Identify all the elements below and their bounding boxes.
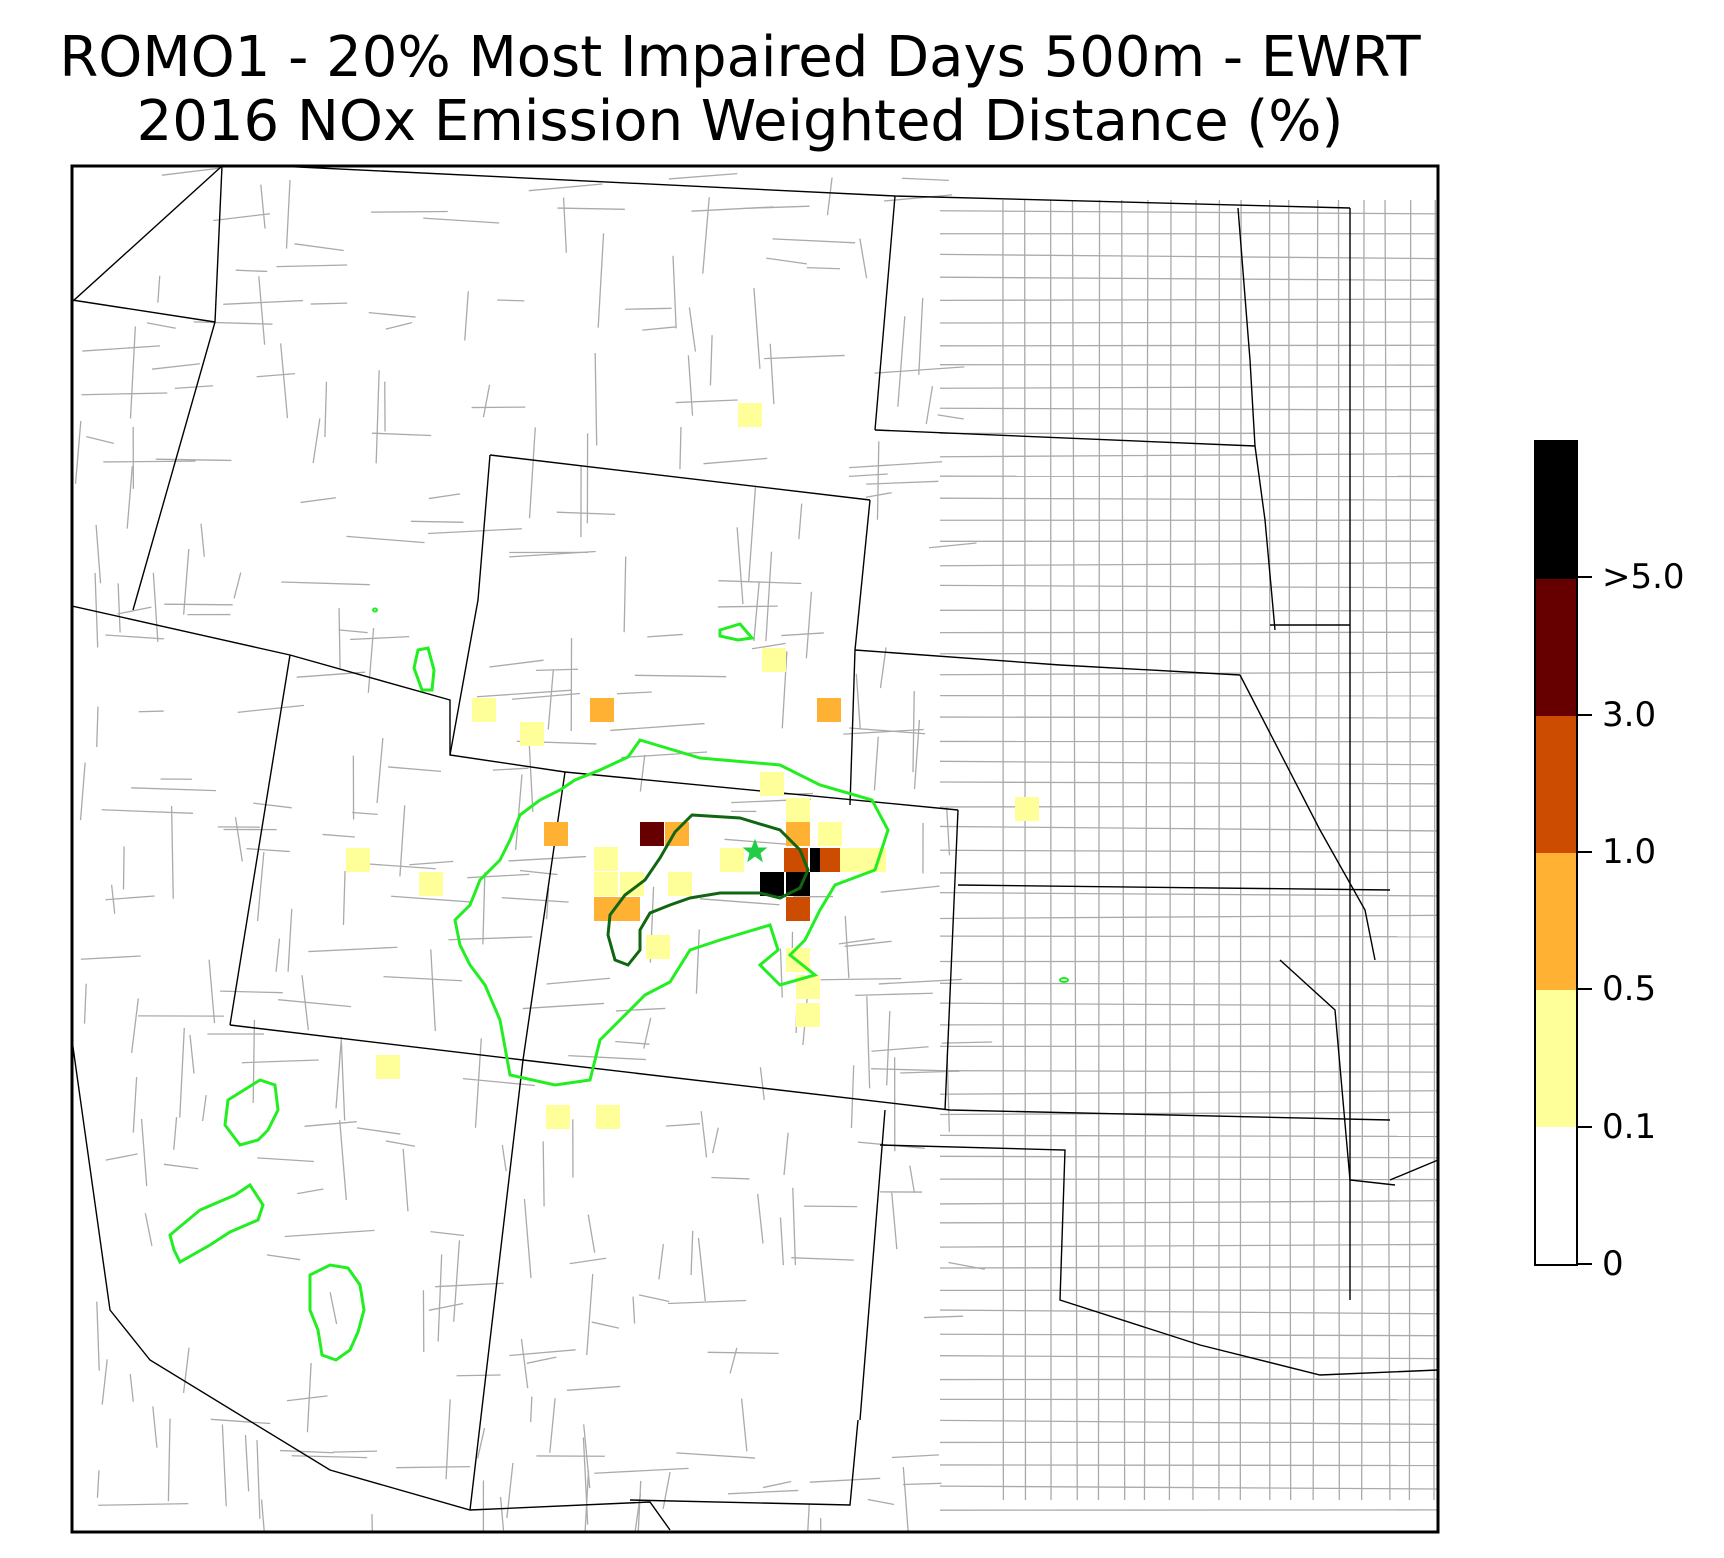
emission-cell bbox=[546, 1105, 570, 1129]
emission-cell bbox=[840, 848, 864, 872]
contour-outer-az3 bbox=[308, 1263, 366, 1362]
emission-cell bbox=[762, 648, 786, 672]
contour-inner bbox=[606, 813, 810, 967]
emission-cell bbox=[760, 872, 784, 896]
contour-dot-2 bbox=[372, 607, 378, 613]
emission-cell bbox=[720, 848, 744, 872]
contour-outer-north bbox=[718, 622, 755, 642]
map-frame bbox=[70, 164, 1440, 1534]
emission-cell bbox=[544, 822, 568, 846]
emission-cell bbox=[760, 772, 784, 796]
emission-cell bbox=[520, 722, 544, 746]
emission-cell bbox=[594, 847, 618, 871]
colorbar-tick bbox=[1578, 576, 1592, 579]
colorbar-tick-label: 0.5 bbox=[1602, 969, 1657, 1010]
colorbar-segment bbox=[1536, 990, 1576, 1127]
colorbar-tick-label: 1.0 bbox=[1602, 832, 1657, 872]
contour-lines bbox=[168, 607, 1069, 1362]
colorbar-tick bbox=[1578, 988, 1592, 991]
emission-cell bbox=[596, 1105, 620, 1129]
contour-outer-az2 bbox=[168, 1182, 265, 1265]
contour-outer-main bbox=[453, 738, 890, 1087]
colorbar bbox=[1534, 440, 1578, 1266]
emission-cell bbox=[594, 872, 618, 896]
emission-cell bbox=[640, 822, 664, 846]
star-icon bbox=[742, 838, 768, 863]
title-line-2: 2016 NOx Emission Weighted Distance (%) bbox=[136, 89, 1344, 154]
colorbar-segment bbox=[1536, 853, 1576, 990]
colorbar-tick-label: >5.0 bbox=[1602, 557, 1685, 598]
colorbar-segment bbox=[1536, 442, 1576, 579]
emission-cell bbox=[796, 1003, 820, 1027]
emission-cell bbox=[590, 698, 614, 722]
colorbar-segment bbox=[1536, 579, 1576, 716]
colorbar-tick bbox=[1578, 713, 1592, 716]
chart-title: ROMO1 - 20% Most Impaired Days 500m - EW… bbox=[0, 26, 1480, 154]
emission-cell bbox=[472, 698, 496, 722]
emission-cell bbox=[786, 798, 810, 822]
contour-outer-az1 bbox=[223, 1078, 280, 1147]
emission-cell bbox=[646, 935, 670, 959]
colorbar-tick bbox=[1578, 1263, 1592, 1265]
emission-cell bbox=[786, 897, 810, 921]
colorbar-segment bbox=[1536, 1127, 1576, 1264]
emission-cell bbox=[738, 403, 762, 427]
colorbar-tick-label: 3.0 bbox=[1602, 694, 1657, 735]
emission-cell bbox=[786, 822, 810, 846]
contour-dot bbox=[1059, 977, 1069, 983]
emission-cell bbox=[1015, 797, 1039, 821]
county-boundaries bbox=[74, 167, 1438, 1532]
colorbar-tick-label: 0 bbox=[1602, 1244, 1624, 1284]
colorbar-segment bbox=[1536, 716, 1576, 853]
colorbar-tick-label: 0.1 bbox=[1602, 1106, 1657, 1147]
emission-cell bbox=[376, 1055, 400, 1079]
emission-cell bbox=[817, 698, 841, 722]
title-line-1: ROMO1 - 20% Most Impaired Days 500m - EW… bbox=[59, 25, 1421, 90]
emission-cell bbox=[419, 872, 443, 896]
contour-outer-idaho bbox=[412, 646, 436, 692]
emission-cell bbox=[818, 822, 842, 846]
emission-cell bbox=[668, 872, 692, 896]
emission-cell bbox=[346, 848, 370, 872]
colorbar-tick bbox=[1578, 851, 1592, 853]
colorbar-tick bbox=[1578, 1125, 1592, 1128]
state-boundaries bbox=[72, 166, 1438, 1531]
